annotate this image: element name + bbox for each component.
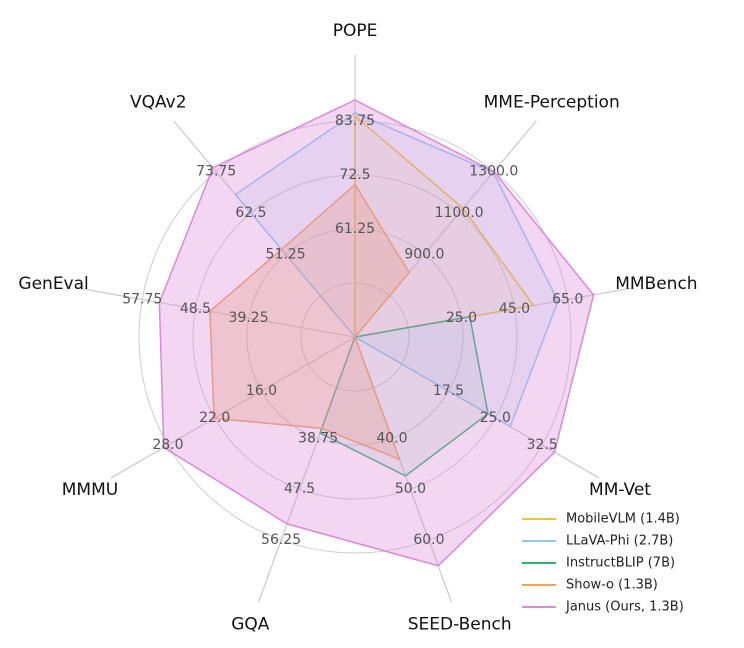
tick-label-mm-vet-2: 25.0 bbox=[480, 410, 511, 426]
tick-label-gqa-1: 38.75 bbox=[298, 431, 338, 447]
tick-labels: 61.25 72.5 83.75 900.0 1100.0 1300.0 25.0 45.0 6… bbox=[122, 113, 583, 548]
tick-label-mme-perception-1: 900.0 bbox=[404, 246, 444, 262]
series-janus-ours-1-3b bbox=[158, 99, 595, 567]
tick-label-seed-bench-3: 60.0 bbox=[413, 532, 444, 548]
axis-line-mmmu bbox=[110, 336, 356, 479]
tick-label-mmmu-2: 22.0 bbox=[199, 410, 230, 426]
legend-label-instructblip-7b: InstructBLIP (7B) bbox=[566, 556, 675, 571]
axis-label-mm-vet: MM-Vet bbox=[589, 480, 651, 500]
legend: MobileVLM (1.4B) LLaVA-Phi (2.7B) Instruct… bbox=[522, 512, 684, 615]
tick-label-mmmu-1: 16.0 bbox=[246, 383, 277, 399]
tick-label-mmmu-3: 28.0 bbox=[152, 437, 183, 453]
legend-label-janus-ours-1-3b: Janus (Ours, 1.3B) bbox=[565, 600, 684, 615]
tick-label-geneval-1: 39.25 bbox=[229, 310, 269, 326]
tick-label-pope-2: 72.5 bbox=[339, 167, 370, 183]
axis-label-mme-perception: MME-Perception bbox=[484, 93, 620, 113]
tick-label-vqav2-1: 51.25 bbox=[266, 246, 306, 262]
tick-label-mmbench-1: 25.0 bbox=[446, 310, 477, 326]
axis-line-geneval bbox=[77, 287, 356, 338]
axis-label-mmbench: MMBench bbox=[615, 274, 697, 294]
tick-label-geneval-3: 57.75 bbox=[122, 292, 162, 308]
legend-label-mobilevlm-1-4b: MobileVLM (1.4B) bbox=[566, 512, 680, 527]
series-show-o-1-3b bbox=[209, 183, 411, 461]
axis-label-pope: POPE bbox=[333, 21, 378, 41]
tick-label-pope-1: 61.25 bbox=[335, 221, 375, 237]
tick-label-mme-perception-3: 1300.0 bbox=[469, 164, 518, 180]
series-llava-phi-2-7b bbox=[234, 111, 559, 428]
series-layer bbox=[158, 99, 595, 567]
tick-label-gqa-2: 47.5 bbox=[284, 481, 315, 497]
axis-labels: POPE MME-Perception MMBench MM-Vet SEED-Benc… bbox=[18, 21, 697, 635]
legend-label-show-o-1-3b: Show-o (1.3B) bbox=[566, 578, 658, 593]
axis-label-seed-bench: SEED-Bench bbox=[408, 615, 512, 635]
tick-label-mmbench-2: 45.0 bbox=[499, 301, 530, 317]
tick-label-mmbench-3: 65.0 bbox=[552, 292, 583, 308]
tick-label-pope-3: 83.75 bbox=[335, 113, 375, 129]
axis-label-gqa: GQA bbox=[231, 615, 270, 635]
axis-label-mmmu: MMMU bbox=[62, 480, 118, 500]
tick-label-seed-bench-1: 40.0 bbox=[376, 431, 407, 447]
axis-label-geneval: GenEval bbox=[18, 274, 88, 294]
tick-label-vqav2-3: 73.75 bbox=[196, 164, 236, 180]
axis-label-vqav2: VQAv2 bbox=[130, 93, 187, 113]
tick-label-gqa-3: 56.25 bbox=[261, 532, 301, 548]
tick-label-mme-perception-2: 1100.0 bbox=[435, 205, 484, 221]
tick-label-mm-vet-1: 17.5 bbox=[433, 383, 464, 399]
tick-label-seed-bench-2: 50.0 bbox=[395, 481, 426, 497]
tick-label-geneval-2: 48.5 bbox=[180, 301, 211, 317]
legend-label-llava-phi-2-7b: LLaVA-Phi (2.7B) bbox=[566, 534, 673, 549]
series-mobilevlm-1-4b bbox=[354, 114, 535, 338]
tick-label-vqav2-2: 62.5 bbox=[235, 205, 266, 221]
tick-label-mm-vet-3: 32.5 bbox=[527, 437, 558, 453]
